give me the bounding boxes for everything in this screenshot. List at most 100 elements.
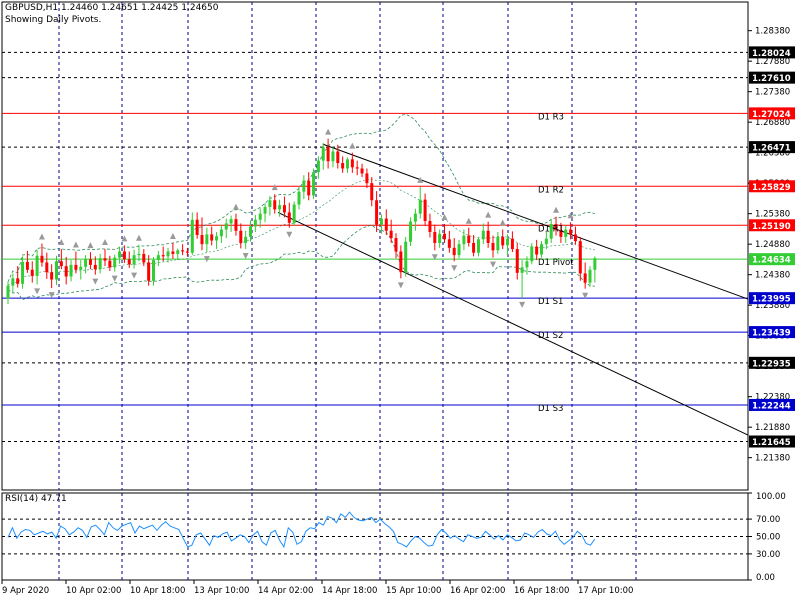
candle-body [370, 183, 374, 201]
rsi-tick-label: 70.00 [756, 515, 780, 525]
fractal-down-marker [490, 261, 496, 268]
time-tick-label: 14 Apr 02:00 [258, 586, 313, 596]
fractal-up-marker [441, 214, 448, 221]
time-tick-label: 13 Apr 10:00 [194, 586, 249, 596]
level-price-box [749, 326, 795, 339]
candle-body [64, 266, 68, 277]
candle-body [103, 258, 107, 261]
candle-body [195, 219, 199, 236]
candle-body [127, 259, 131, 265]
candle-body [491, 242, 495, 251]
pivot-label: D1 S3 [538, 404, 563, 414]
fractal-down-marker [397, 282, 404, 289]
candle-body [282, 205, 286, 213]
candle-body [525, 261, 529, 268]
candle-body [535, 246, 539, 255]
candle-body [530, 246, 534, 262]
candle-body [263, 206, 267, 214]
candle-body [573, 234, 577, 242]
candle-body [341, 163, 345, 169]
fractal-up-marker [417, 176, 424, 183]
candle-body [404, 241, 408, 273]
candle-body [21, 261, 25, 284]
candle-body [418, 199, 422, 214]
candle-body [316, 160, 320, 173]
time-tick-label: 9 Apr 2020 [2, 586, 49, 596]
price-tick-label: 1.22380 [755, 393, 790, 403]
level-price-label: 1.24634 [752, 256, 791, 266]
candle-body [224, 223, 228, 230]
fractal-up-marker [121, 235, 128, 242]
candle-body [108, 260, 112, 268]
fractal-up-marker [38, 233, 45, 240]
fractal-up-marker [87, 242, 94, 249]
candle-body [88, 259, 92, 265]
candle-body [210, 234, 214, 241]
candle-body [69, 264, 73, 277]
time-tick-label: 10 Apr 18:00 [130, 586, 185, 596]
candle-body [302, 180, 306, 192]
fractal-down-marker [451, 265, 458, 272]
candle-body [25, 261, 29, 270]
candle-body [249, 226, 252, 237]
fractal-up-marker [325, 128, 332, 135]
envelope-line [7, 224, 595, 301]
fractal-markers [34, 128, 589, 308]
candle-body [321, 147, 325, 161]
fractal-down-marker [92, 278, 99, 285]
candle-body [462, 235, 466, 245]
candle-body [200, 235, 204, 245]
candle-body [16, 278, 20, 284]
candle-body [379, 218, 383, 225]
candle-body [384, 218, 388, 231]
candle-body [569, 229, 573, 235]
fractal-down-marker [582, 292, 589, 299]
candle-body [171, 251, 175, 254]
level-price-box [749, 292, 795, 305]
trendline [277, 211, 749, 436]
level-price-box [749, 219, 795, 232]
fractal-up-marker [567, 212, 574, 219]
candle-body [137, 253, 141, 256]
fractal-up-marker [485, 211, 492, 218]
candle-body [355, 167, 359, 169]
candle-body [6, 285, 10, 299]
fractal-up-marker [553, 206, 560, 213]
time-tick-label: 17 Apr 10:00 [578, 586, 633, 596]
fractal-up-marker [232, 203, 239, 210]
price-tick-label: 1.26380 [755, 149, 790, 159]
pivot-label: D1 R2 [538, 185, 564, 195]
candle-body [113, 257, 117, 268]
level-price-label: 1.25829 [752, 183, 791, 193]
pivot-lines [2, 51, 748, 443]
candle-body [142, 253, 146, 263]
level-price-box [749, 46, 795, 59]
candle-body [476, 239, 480, 253]
candle-body [578, 241, 582, 274]
candle-body [118, 251, 122, 258]
candle-body [59, 261, 63, 267]
time-tick-label: 10 Apr 02:00 [66, 586, 121, 596]
candle-body [268, 200, 272, 207]
candle-body [486, 230, 490, 243]
candle-body [365, 173, 369, 184]
candle-body [147, 262, 151, 281]
pivot-label: D1 R3 [538, 112, 564, 122]
candle-body [360, 168, 364, 174]
level-price-box [749, 253, 795, 266]
price-tick-label: 1.27880 [755, 57, 790, 67]
candle-body [273, 200, 277, 210]
candle-body [152, 260, 155, 281]
time-axis: 9 Apr 2020 10 Apr 02:00 10 Apr 18:00 13 Apr… [1, 580, 633, 596]
candle-body [312, 172, 316, 196]
candle-body [84, 259, 88, 267]
pivot-label: D1 R1 [538, 224, 564, 234]
envelope-bands [7, 113, 595, 301]
price-tick-label: 1.24380 [755, 271, 790, 281]
pivots-info: Showing Daily Pivots. [5, 15, 102, 25]
level-price-label: 1.26471 [752, 144, 791, 154]
candle-body [515, 249, 519, 273]
level-price-label: 1.23439 [752, 329, 791, 339]
candle-body [593, 258, 597, 270]
candle-body [554, 224, 558, 231]
